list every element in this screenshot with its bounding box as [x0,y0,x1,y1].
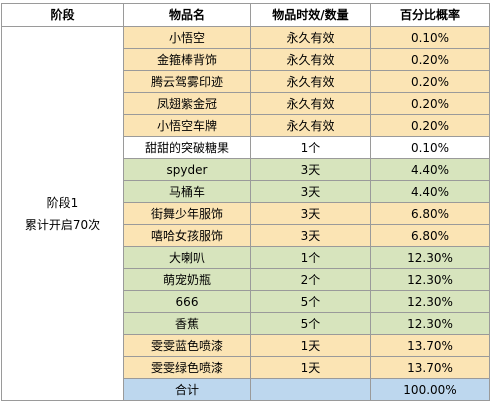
duration-cell: 永久有效 [250,70,371,93]
duration-cell: 1天 [250,334,371,357]
total-probability-cell: 100.00% [370,378,490,401]
header-duration: 物品时效/数量 [250,3,371,27]
header-row: 阶段 物品名 物品时效/数量 百分比概率 [1,3,490,27]
duration-cell: 永久有效 [250,26,371,49]
total-duration-cell [250,378,371,401]
duration-cell: 1个 [250,136,371,159]
probability-cell: 12.30% [370,246,490,269]
probability-table: 阶段 物品名 物品时效/数量 百分比概率 阶段1 累计开启70次 小悟空 永久有效 0.… [1,3,490,401]
total-row: 合计 100.00% [2,378,490,401]
probability-cell: 4.40% [370,158,490,181]
item-name-cell: 金箍棒背饰 [123,48,251,71]
item-name-cell: 雯雯蓝色喷漆 [123,334,251,357]
duration-cell: 永久有效 [250,48,371,71]
duration-cell: 2个 [250,268,371,291]
table-row: 马桶车 3天 4.40% [2,180,490,203]
probability-cell: 6.80% [370,202,490,225]
probability-cell: 4.40% [370,180,490,203]
header-probability: 百分比概率 [370,3,490,27]
probability-cell: 0.20% [370,92,490,115]
table-body: 阶段1 累计开启70次 小悟空 永久有效 0.10% 金箍棒背饰 永久有效 0.20% 腾云驾雾… [1,26,490,401]
duration-cell: 永久有效 [250,114,371,137]
item-name-cell: 666 [123,290,251,313]
item-name-cell: 嘻哈女孩服饰 [123,224,251,247]
table-row: 萌宠奶瓶 2个 12.30% [2,268,490,291]
probability-cell: 13.70% [370,334,490,357]
stage-name: 阶段1 [46,195,79,210]
item-name-cell: 大喇叭 [123,246,251,269]
duration-cell: 3天 [250,180,371,203]
header-stage: 阶段 [1,3,124,27]
probability-cell: 0.10% [370,136,490,159]
probability-cell: 12.30% [370,312,490,335]
probability-cell: 12.30% [370,290,490,313]
item-name-cell: 街舞少年服饰 [123,202,251,225]
duration-cell: 永久有效 [250,92,371,115]
item-name-cell: 小悟空车牌 [123,114,251,137]
stage-note: 累计开启70次 [24,217,101,232]
duration-cell: 1天 [250,356,371,379]
table-row: 阶段1 累计开启70次 小悟空 永久有效 0.10% [1,26,490,401]
item-name-cell: 凤翅紫金冠 [123,92,251,115]
duration-cell: 5个 [250,290,371,313]
stage-cell: 阶段1 累计开启70次 [1,26,124,401]
probability-cell: 0.20% [370,114,490,137]
probability-cell: 0.10% [370,26,490,49]
table-row: 街舞少年服饰 3天 6.80% [2,202,490,225]
total-label-cell: 合计 [123,378,251,401]
table-row: 腾云驾雾印迹 永久有效 0.20% [2,70,490,93]
table-row: 金箍棒背饰 永久有效 0.20% [2,48,490,71]
table-row: 雯雯绿色喷漆 1天 13.70% [2,356,490,379]
table-row: 香蕉 5个 12.30% [2,312,490,335]
item-name-cell: 甜甜的突破糖果 [123,136,251,159]
probability-cell: 6.80% [370,224,490,247]
item-name-cell: 雯雯绿色喷漆 [123,356,251,379]
item-name-cell: 小悟空 [123,26,251,49]
item-name-cell: 香蕉 [123,312,251,335]
table-row: 雯雯蓝色喷漆 1天 13.70% [2,334,490,357]
table-row: spyder 3天 4.40% [2,158,490,181]
probability-cell: 0.20% [370,48,490,71]
table-row: 嘻哈女孩服饰 3天 6.80% [2,224,490,247]
table-row: 大喇叭 1个 12.30% [2,246,490,269]
table-row: 小悟空车牌 永久有效 0.20% [2,114,490,137]
duration-cell: 3天 [250,202,371,225]
duration-cell: 3天 [250,158,371,181]
probability-cell: 0.20% [370,70,490,93]
item-name-cell: spyder [123,158,251,181]
table-row: 666 5个 12.30% [2,290,490,313]
item-name-cell: 腾云驾雾印迹 [123,70,251,93]
probability-cell: 13.70% [370,356,490,379]
probability-cell: 12.30% [370,268,490,291]
duration-cell: 3天 [250,224,371,247]
header-item-name: 物品名 [123,3,251,27]
item-name-cell: 萌宠奶瓶 [123,268,251,291]
duration-cell: 5个 [250,312,371,335]
duration-cell: 1个 [250,246,371,269]
item-name-cell: 马桶车 [123,180,251,203]
table-row: 甜甜的突破糖果 1个 0.10% [2,136,490,159]
